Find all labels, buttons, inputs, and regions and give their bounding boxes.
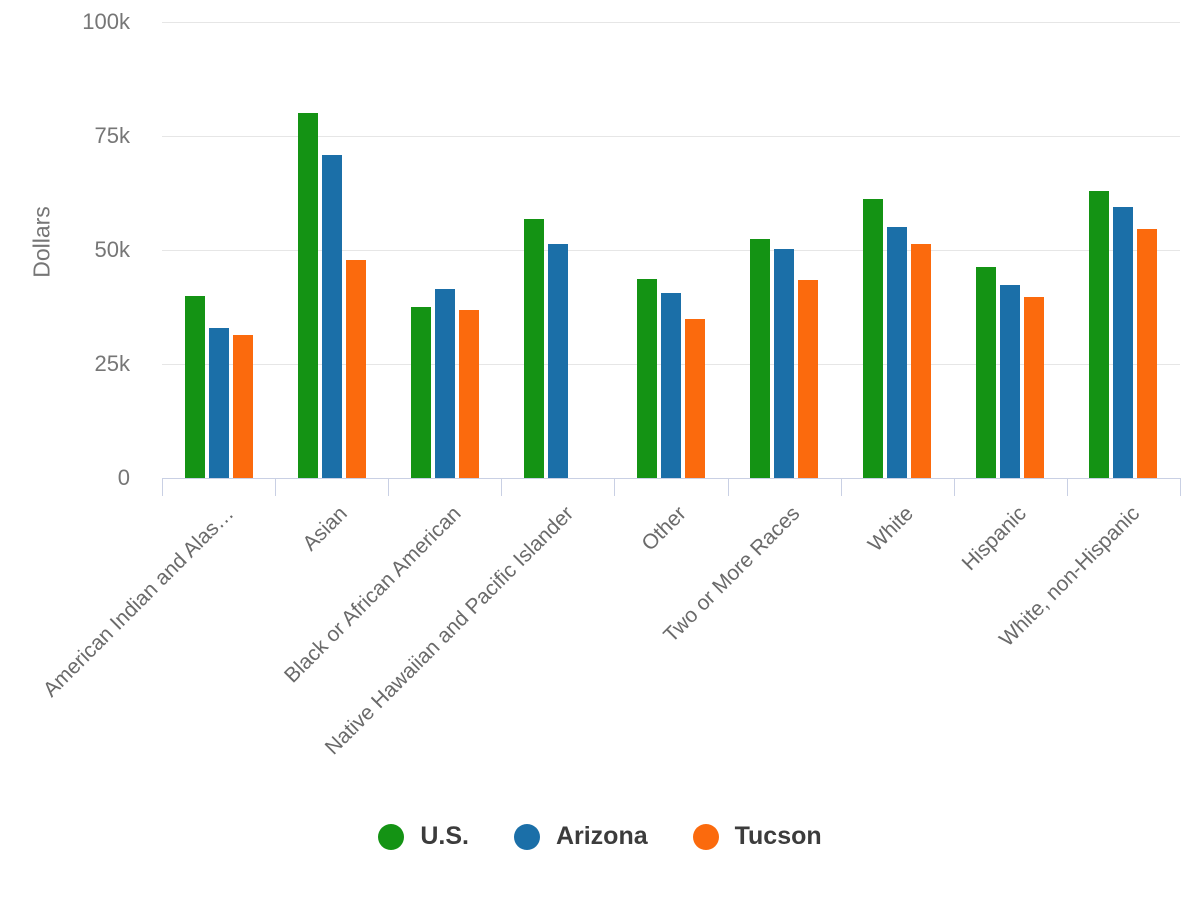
legend-item-tucson[interactable]: Tucson: [692, 822, 822, 851]
gridline-50k: [162, 250, 1180, 251]
legend-label: U.S.: [420, 822, 469, 850]
bar-arizona-3[interactable]: [548, 244, 568, 478]
legend-label: Arizona: [555, 822, 648, 850]
bar-tucson-6[interactable]: [911, 244, 931, 478]
x-category-label: American Indian and Alas…: [39, 502, 239, 702]
x-tick-mark: [840, 478, 842, 496]
bar-arizona-6[interactable]: [887, 227, 907, 478]
gridline-100k: [162, 22, 1180, 23]
bar-arizona-8[interactable]: [1113, 207, 1133, 478]
bar-tucson-8[interactable]: [1137, 229, 1157, 478]
x-category-label: Hispanic: [957, 502, 1031, 576]
bar-u-s--0[interactable]: [185, 296, 205, 478]
legend-marker-icon: [378, 823, 405, 850]
x-category-label: Native Hawaiian and Pacific Islander: [320, 502, 579, 760]
x-tick-mark: [614, 478, 616, 496]
x-tick-mark: [1066, 478, 1068, 496]
bar-tucson-1[interactable]: [346, 260, 366, 478]
bar-u-s--6[interactable]: [863, 199, 883, 478]
bar-arizona-0[interactable]: [209, 328, 229, 478]
bar-u-s--2[interactable]: [411, 307, 431, 478]
bar-tucson-5[interactable]: [798, 280, 818, 478]
bar-arizona-7[interactable]: [1000, 285, 1020, 478]
x-tick-mark: [501, 478, 503, 496]
bar-arizona-5[interactable]: [774, 249, 794, 478]
legend-label: Tucson: [734, 822, 822, 850]
bar-arizona-1[interactable]: [322, 155, 342, 478]
bar-arizona-4[interactable]: [661, 293, 681, 478]
bar-tucson-4[interactable]: [685, 319, 705, 478]
y-tick-label-50k: 50k: [94, 237, 130, 262]
bar-u-s--8[interactable]: [1089, 191, 1109, 478]
legend-item-arizona[interactable]: Arizona: [513, 822, 648, 851]
legend-marker-icon: [692, 823, 719, 850]
gridline-75k: [162, 136, 1180, 137]
bar-arizona-2[interactable]: [435, 289, 455, 478]
bar-u-s--5[interactable]: [750, 239, 770, 478]
y-tick-label-100k: 100k: [82, 9, 130, 34]
bar-tucson-2[interactable]: [459, 310, 479, 478]
y-tick-label-0: 0: [117, 465, 130, 490]
x-axis-line: [162, 478, 1180, 479]
legend-marker-icon: [513, 823, 540, 850]
bar-u-s--1[interactable]: [298, 113, 318, 478]
x-category-label: Asian: [298, 502, 352, 556]
y-tick-label-75k: 75k: [94, 123, 130, 148]
y-tick-label-25k: 25k: [94, 351, 130, 376]
bar-u-s--4[interactable]: [637, 279, 657, 478]
plot-area: [162, 22, 1180, 479]
x-tick-mark: [953, 478, 955, 496]
x-category-label: White: [863, 502, 918, 557]
x-tick-mark: [727, 478, 729, 496]
bar-u-s--7[interactable]: [976, 267, 996, 478]
bar-tucson-0[interactable]: [233, 335, 253, 478]
x-tick-mark: [1180, 478, 1181, 496]
bar-tucson-7[interactable]: [1024, 297, 1044, 478]
legend-item-u-s-[interactable]: U.S.: [378, 822, 469, 851]
x-tick-mark: [388, 478, 390, 496]
x-tick-mark: [162, 478, 163, 496]
legend: U.S. Arizona Tucson: [0, 822, 1200, 851]
x-category-label: Other: [637, 502, 692, 556]
x-tick-mark: [275, 478, 277, 496]
bar-u-s--3[interactable]: [524, 219, 544, 478]
